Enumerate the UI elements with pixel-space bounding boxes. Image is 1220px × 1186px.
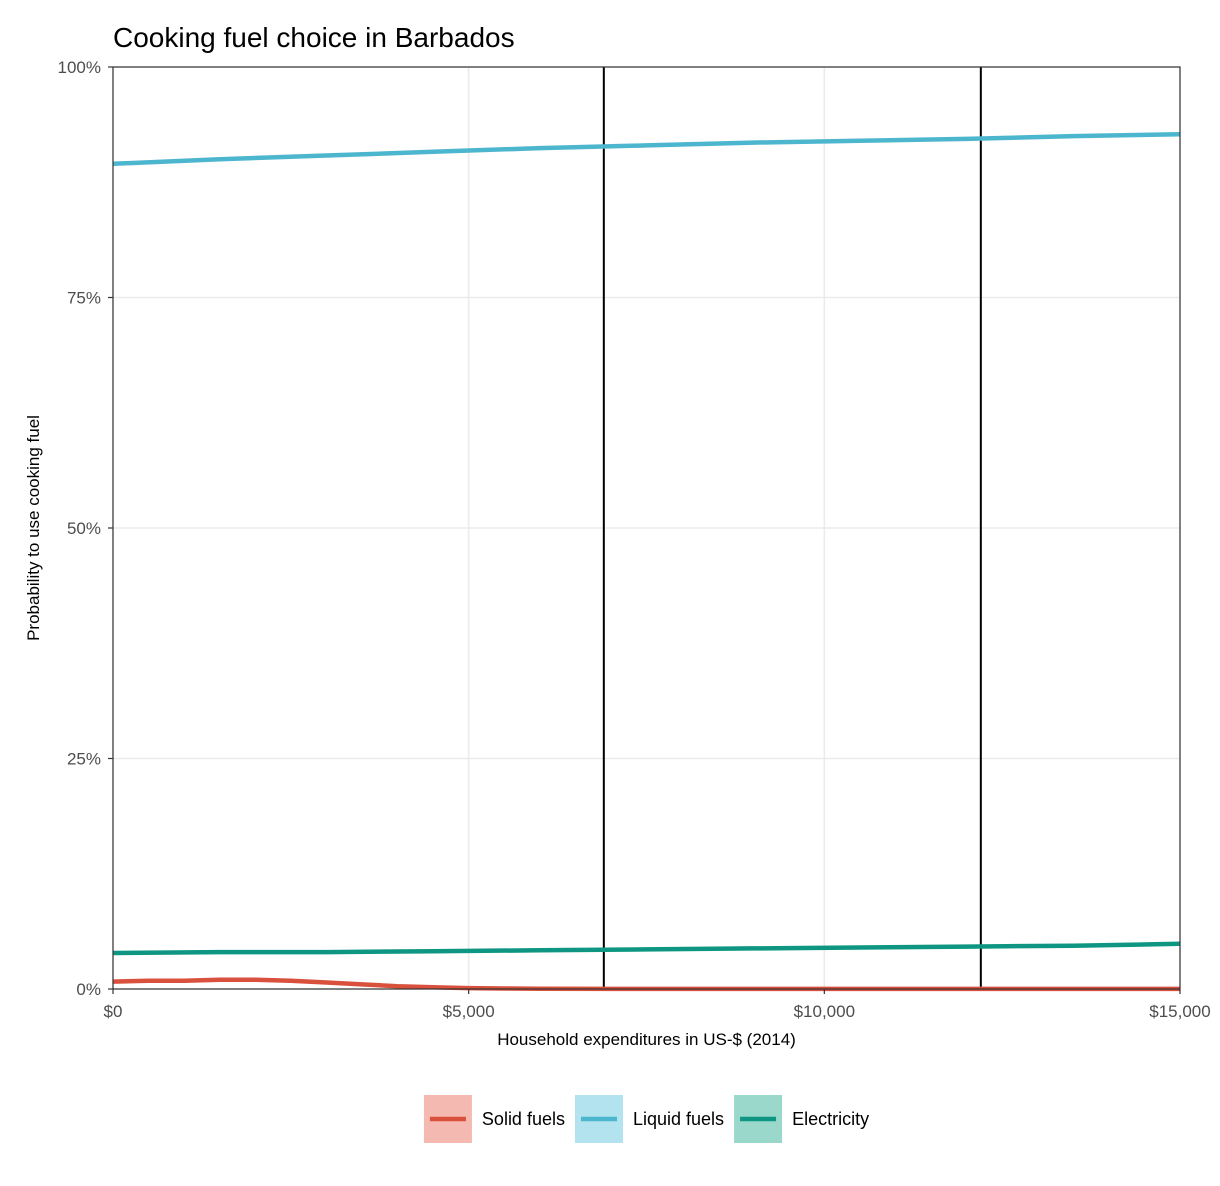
y-tick-label: 25% [67,750,101,769]
y-tick-label: 75% [67,289,101,308]
chart-title: Cooking fuel choice in Barbados [113,22,515,53]
x-tick-label: $5,000 [443,1002,495,1021]
x-tick-label: $10,000 [794,1002,855,1021]
y-tick-label: 0% [76,980,101,999]
reference-lines [602,67,982,989]
axis-ticks: 0% 25% 50% 75% 100% $0 $5,000 $10,000 $15,000 [58,58,1211,1021]
legend-item-electricity: Electricity [734,1095,869,1143]
x-tick-label: $15,000 [1149,1002,1210,1021]
legend-label: Electricity [792,1109,869,1129]
legend-label: Liquid fuels [633,1109,724,1129]
series-line-electricity [112,941,1181,956]
x-tick-label: $0 [104,1002,123,1021]
y-tick-label: 50% [67,519,101,538]
legend: Solid fuels Liquid fuels Electricity [423,1095,869,1143]
y-tick-label: 100% [58,58,101,77]
legend-item-liquid-fuels: Liquid fuels [574,1095,724,1143]
y-axis-title: Probability to use cooking fuel [24,415,43,641]
series-line-liquid-fuels [112,132,1181,167]
x-axis-title: Household expenditures in US-$ (2014) [497,1030,796,1049]
legend-label: Solid fuels [482,1109,565,1129]
legend-item-solid-fuels: Solid fuels [423,1095,565,1143]
